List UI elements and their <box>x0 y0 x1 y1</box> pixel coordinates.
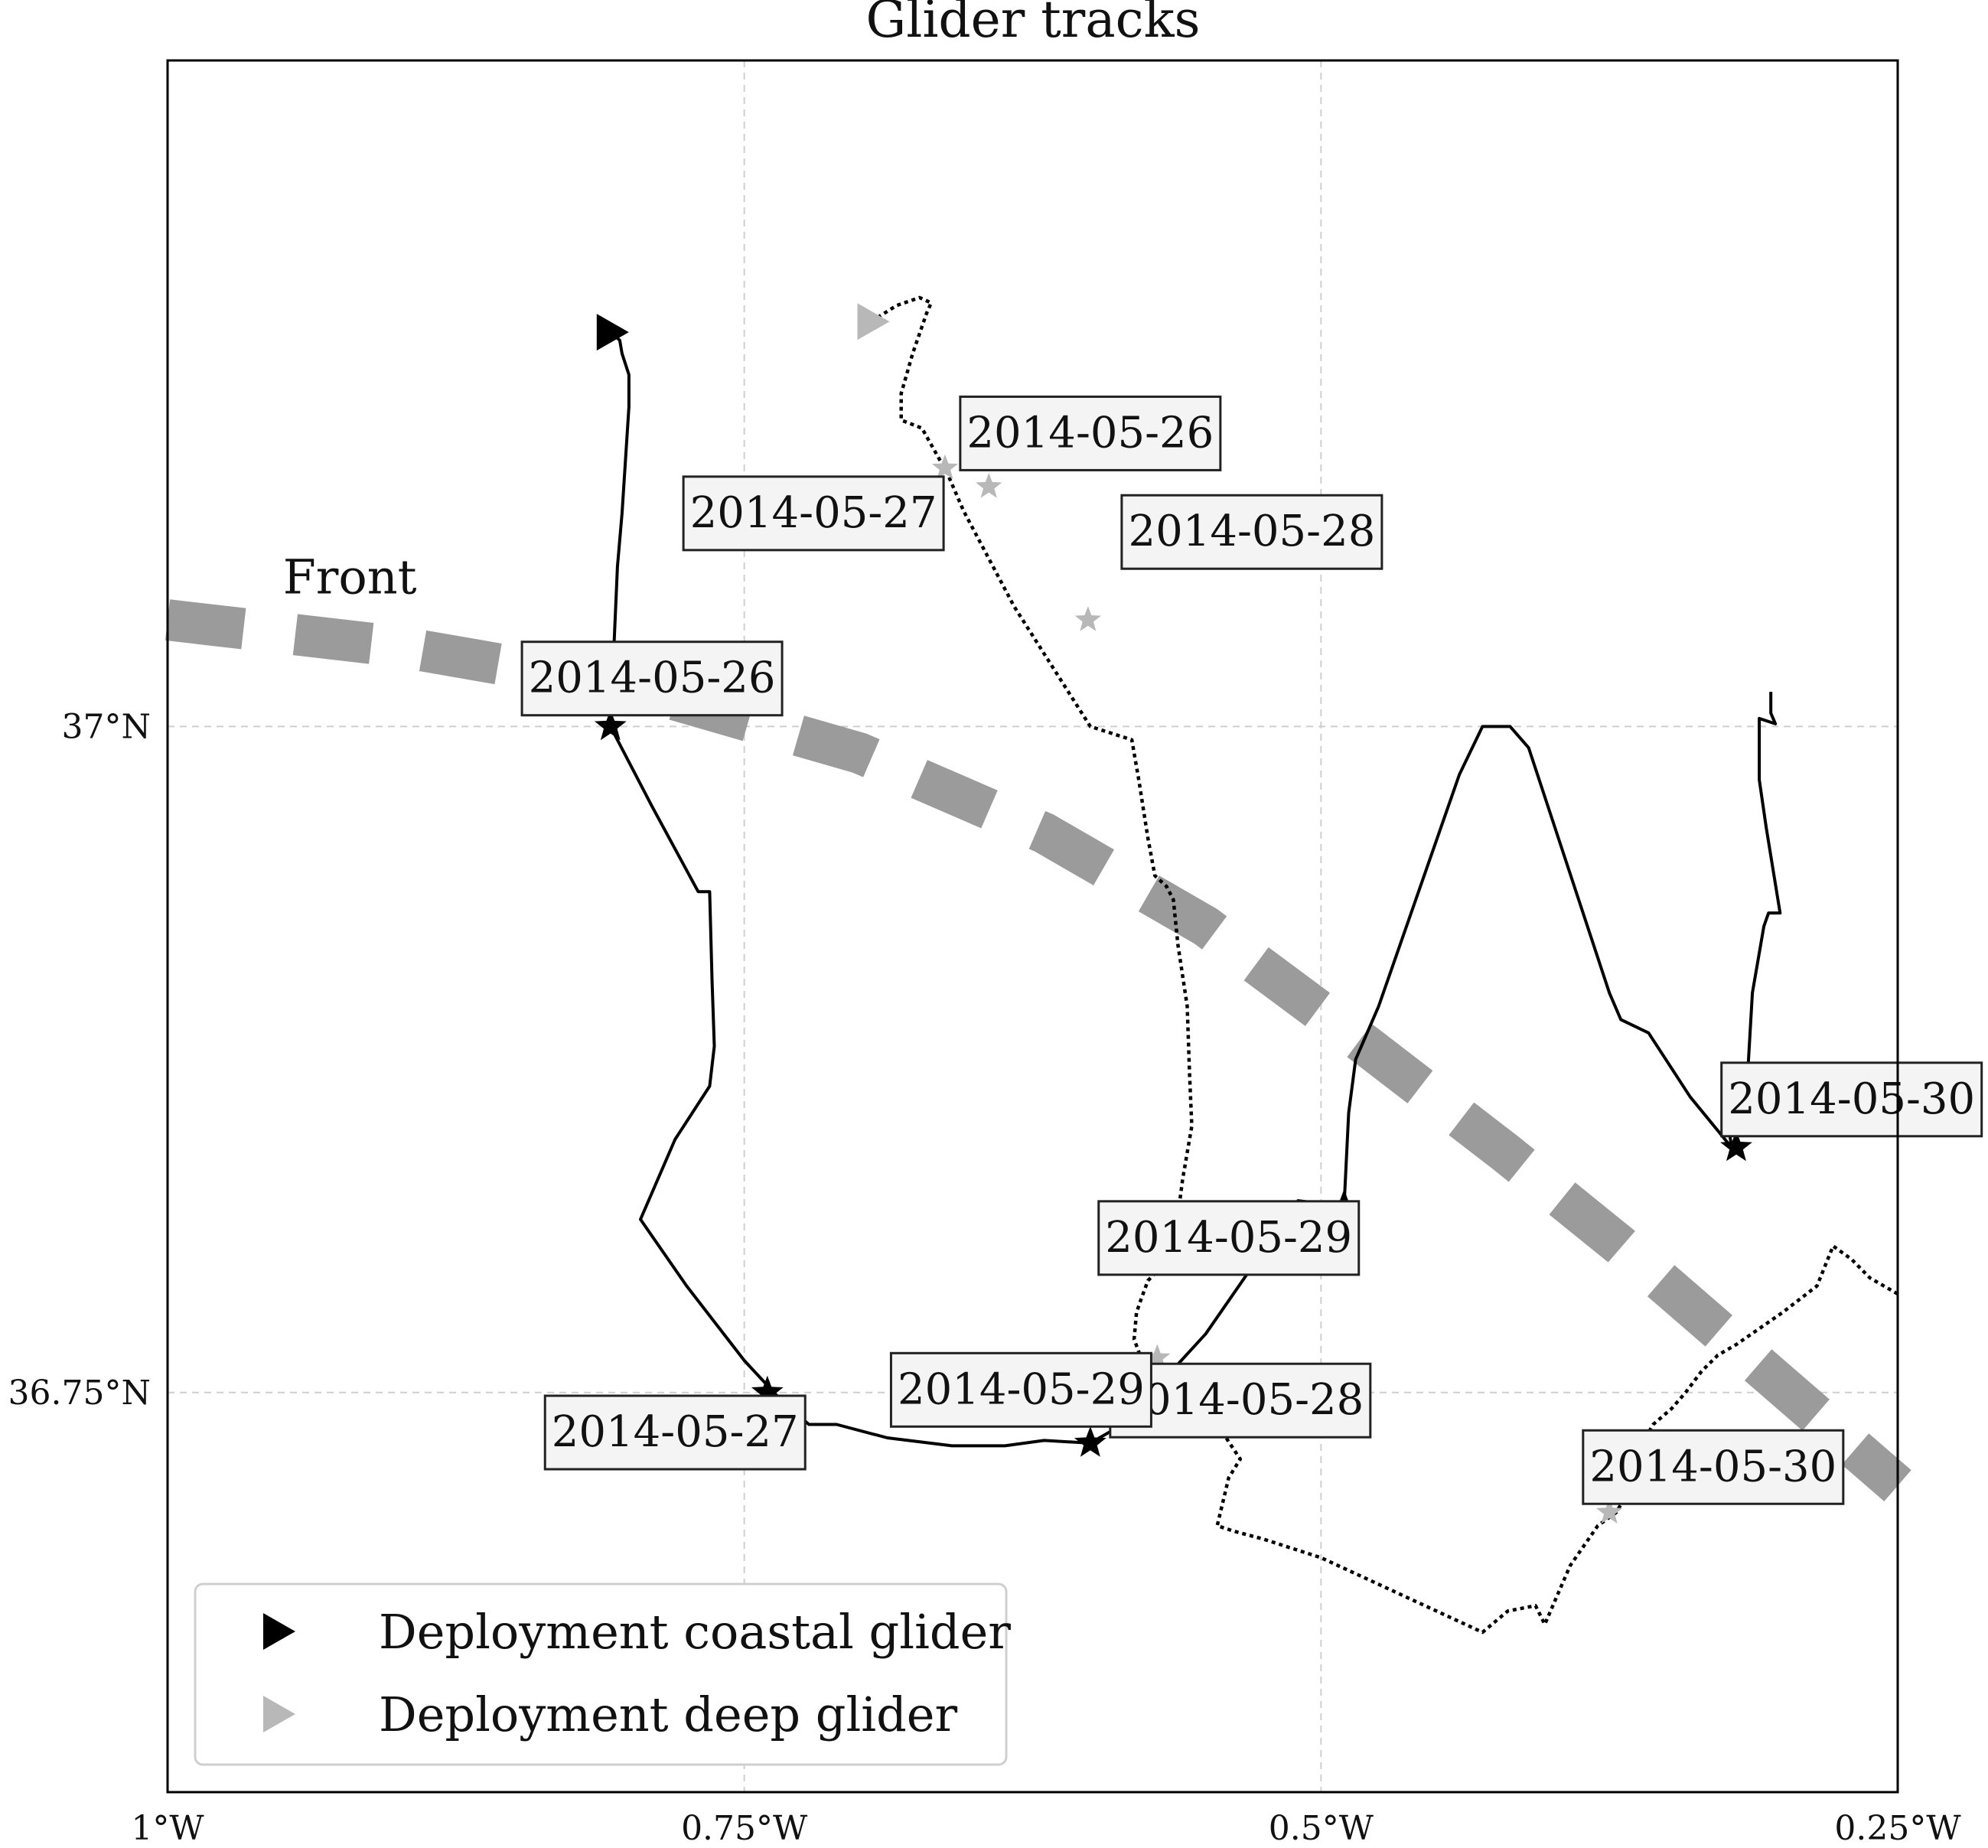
deep-date-label: 2014-05-30 <box>1589 1442 1836 1491</box>
legend-entry-label: Deployment coastal glider <box>379 1604 1011 1660</box>
deep-date-label-box <box>1582 1429 1845 1505</box>
coastal-date-label-box <box>1720 1061 1983 1138</box>
deep-deployment-marker <box>857 303 890 341</box>
coastal-date-label: 2014-05-26 <box>529 653 776 703</box>
legend-box <box>194 1582 1008 1766</box>
x-tick-label: 0.25°W <box>1834 1809 1961 1845</box>
y-tick-label: 36.75°N <box>8 1374 151 1413</box>
coastal-daily-star-marker <box>1720 1130 1752 1162</box>
deep-date-label: 2014-05-28 <box>1128 507 1375 556</box>
deep-daily-star-marker <box>1144 1344 1171 1370</box>
coastal-date-label-box <box>543 1394 807 1471</box>
chart-title: Glider tracks <box>865 0 1200 49</box>
deep-date-label: 2014-05-27 <box>690 488 937 538</box>
coastal-date-label: 2014-05-30 <box>1728 1074 1975 1124</box>
deep-date-label: 2014-05-26 <box>966 408 1214 458</box>
deep-daily-star-marker <box>931 454 959 480</box>
deep-date-label-box <box>889 1351 1152 1428</box>
deep-date-label-box <box>682 475 945 552</box>
legend-deep-marker <box>263 1696 295 1732</box>
deep-date-label: 2014-05-29 <box>898 1364 1145 1414</box>
deep-date-label-box <box>1120 494 1383 570</box>
coastal-daily-star-marker <box>1074 1426 1106 1457</box>
coastal-date-label: 2014-05-28 <box>1116 1375 1364 1425</box>
front-label: Front <box>283 549 417 605</box>
coastal-date-label: 2014-05-27 <box>552 1407 799 1457</box>
plot-frame <box>166 59 1899 1794</box>
tick-layer: 1°W 0.75°W 0.5°W 0.25°W 37°N 36.75°N <box>8 707 1962 1848</box>
x-tick-label: 0.75°W <box>681 1809 808 1845</box>
front-layer: Front <box>165 549 1911 1502</box>
coastal-date-label-box <box>520 640 784 717</box>
deep-date-label-box <box>959 395 1222 471</box>
x-tick-label: 1°W <box>131 1809 204 1845</box>
coastal-daily-star-marker <box>594 709 627 741</box>
coastal-date-label-box <box>1109 1362 1372 1439</box>
coastal-deployment-marker <box>596 314 629 351</box>
label-layer: 2014-05-262014-05-272014-05-282014-05-29… <box>520 395 1983 1505</box>
deep-daily-star-marker <box>976 473 1002 498</box>
legend-entry-label: Deployment deep glider <box>379 1687 958 1742</box>
deep-daily-star-marker <box>1074 606 1101 631</box>
grid-layer <box>167 60 1898 1792</box>
legend: Deployment coastal glider Deployment deep… <box>194 1582 1011 1766</box>
coastal-daily-star-marker <box>751 1375 784 1406</box>
y-tick-label: 37°N <box>62 707 152 746</box>
x-tick-label: 0.5°W <box>1269 1809 1374 1845</box>
coastal-date-label-box <box>1097 1200 1361 1276</box>
legend-coastal-marker <box>263 1613 295 1650</box>
deep-daily-star-marker <box>1596 1498 1623 1524</box>
coastal-date-label: 2014-05-29 <box>1105 1213 1352 1263</box>
